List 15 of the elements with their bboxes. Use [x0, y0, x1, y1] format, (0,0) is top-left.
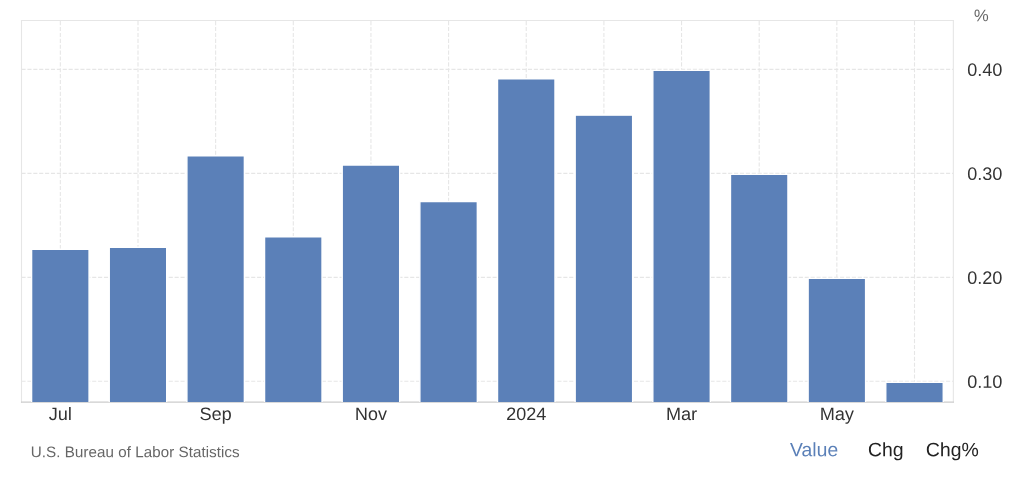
text: U.S. Bureau of Labor Statistics [31, 446, 240, 458]
x-tick-label: Nov [356, 407, 387, 421]
x-tick-label: Sep [200, 407, 231, 424]
y-tick-label: 0.10 [967, 375, 1002, 389]
text: Chg% [926, 442, 979, 461]
text: Value [790, 442, 838, 457]
x-tick-label: Mar [667, 407, 697, 421]
y-tick-label: 0.30 [967, 167, 1002, 181]
y-tick-label: 0.40 [967, 63, 1002, 77]
y-axis-title: % [974, 9, 989, 22]
x-tick-label: Jul [49, 406, 71, 421]
text: Chg [868, 442, 903, 461]
x-tick-label: May [821, 407, 854, 424]
x-tick-label: 2024 [507, 407, 546, 421]
y-tick-label: 0.20 [967, 271, 1002, 285]
